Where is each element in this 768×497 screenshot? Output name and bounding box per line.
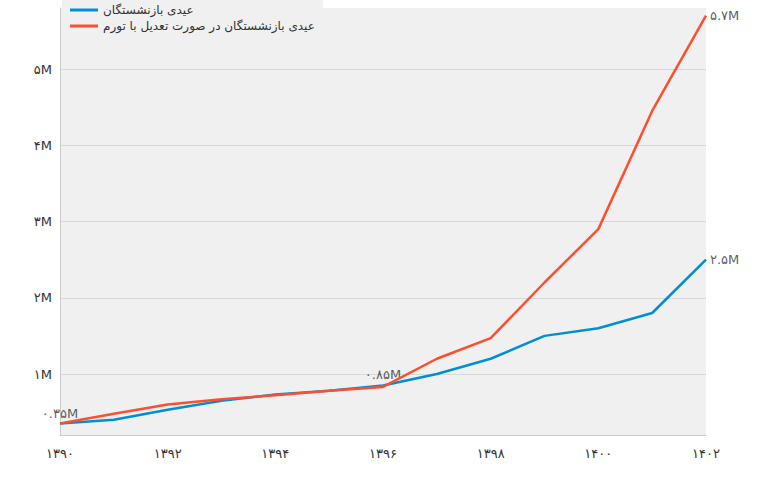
svg-text:۱M: ۱M <box>34 367 52 382</box>
svg-text:۲.۵M: ۲.۵M <box>710 252 739 267</box>
svg-text:عیدی بازنشستگان: عیدی بازنشستگان <box>103 3 194 18</box>
svg-text:۲M: ۲M <box>34 290 52 305</box>
svg-text:۴M: ۴M <box>34 138 52 153</box>
svg-text:۰.۸۵M: ۰.۸۵M <box>364 367 402 383</box>
svg-text:۵.۷M: ۵.۷M <box>710 8 739 23</box>
svg-text:عیدی بازنشستگان در صورت تعدیل: عیدی بازنشستگان در صورت تعدیل با تورم <box>103 19 315 34</box>
svg-text:۱۳۹۴: ۱۳۹۴ <box>261 446 289 461</box>
svg-text:۱۳۹۰: ۱۳۹۰ <box>46 446 74 461</box>
svg-text:۱۴۰۰: ۱۴۰۰ <box>584 446 612 461</box>
svg-text:۵M: ۵M <box>34 62 52 77</box>
svg-text:۱۳۹۲: ۱۳۹۲ <box>154 446 182 461</box>
svg-text:۱۳۹۸: ۱۳۹۸ <box>477 446 505 461</box>
svg-text:۱۳۹۶: ۱۳۹۶ <box>369 446 397 461</box>
svg-text:۱۴۰۲: ۱۴۰۲ <box>692 446 720 461</box>
svg-text:۰.۳۵M: ۰.۳۵M <box>42 406 78 421</box>
svg-text:۳M: ۳M <box>34 214 52 229</box>
